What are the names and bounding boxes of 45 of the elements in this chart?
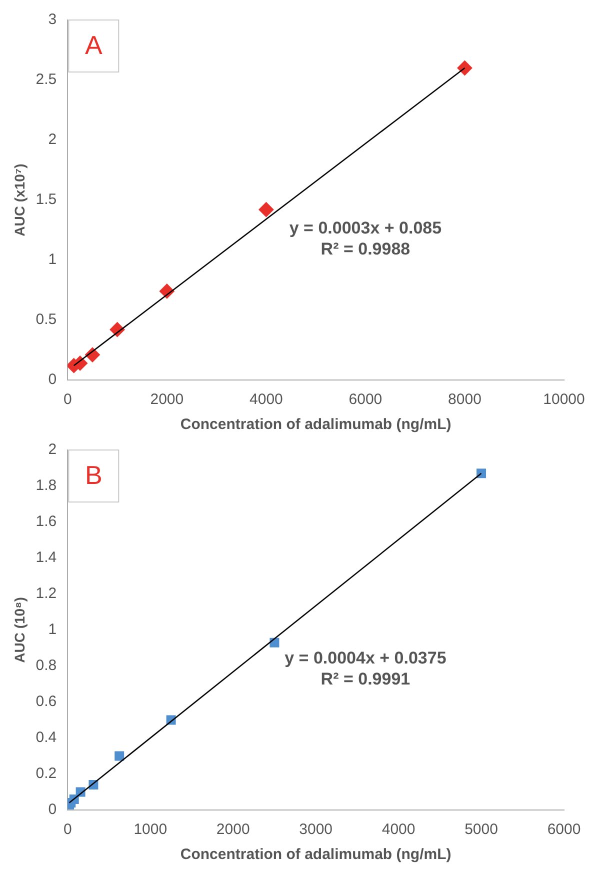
x-tick-label: 4000 [382,821,416,838]
y-axis-title: AUC (x10⁷) [11,164,28,236]
y-tick-label: 0.8 [36,657,57,674]
y-tick-label: 0 [48,371,57,388]
point [476,468,486,478]
x-tick-label: 2000 [150,391,184,408]
point [258,202,274,218]
y-tick-label: 1.5 [36,191,57,208]
annotation: R² = 0.9988 [320,239,410,258]
annotation: y = 0.0003x + 0.085 [289,218,442,238]
x-tick-label: 3000 [299,821,333,838]
y-tick-label: 0.5 [36,311,57,328]
y-tick-label: 0.4 [36,729,57,746]
annotation: y = 0.0004x + 0.0375 [284,648,446,668]
y-tick-label: 1 [48,621,57,638]
y-tick-label: 2.5 [36,71,57,88]
x-tick-label: 2000 [216,821,250,838]
y-tick-label: 0.2 [36,765,57,782]
y-tick-label: 1.8 [36,477,57,494]
y-tick-label: 1.4 [36,549,57,566]
y-tick-label: 0.6 [36,693,57,710]
annotation: B [84,460,102,490]
x-tick-label: 0 [63,391,72,408]
x-tick-label: 0 [63,821,72,838]
y-tick-label: 1.2 [36,585,57,602]
x-tick-label: 10000 [543,391,585,408]
x-tick-label: 8000 [448,391,482,408]
point [114,751,124,761]
point [457,60,472,76]
x-axis-title: Concentration of adalimumab (ng/mL) [180,846,452,864]
y-tick-label: 2 [48,131,57,148]
x-tick-label: 1000 [134,821,168,838]
x-tick-label: 4000 [250,391,283,408]
y-tick-label: 2 [48,441,57,458]
x-axis-title: Concentration of adalimumab (ng/mL) [180,416,452,434]
y-tick-label: 1 [48,251,57,268]
annotation: A [84,30,103,60]
x-tick-label: 6000 [547,821,581,838]
y-tick-label: 3 [48,11,57,28]
y-axis-title: AUC (10⁸) [11,597,28,663]
y-tick-label: 1.6 [36,513,57,530]
x-tick-label: 6000 [348,391,382,408]
x-tick-label: 5000 [464,821,498,838]
annotation: R² = 0.9991 [320,669,410,688]
y-tick-label: 0 [48,801,57,818]
